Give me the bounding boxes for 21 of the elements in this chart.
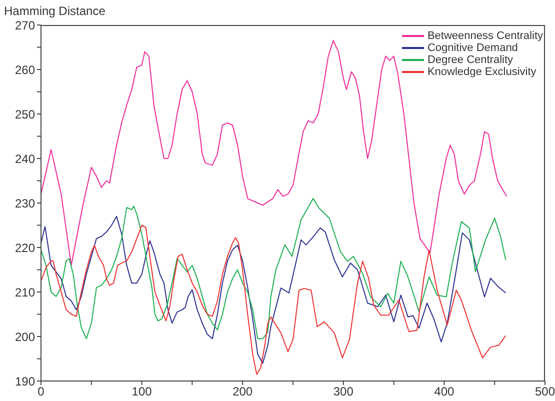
x-tick-label: 200 (232, 384, 253, 399)
y-tick-label: 230 (14, 196, 36, 210)
x-tick-label: 400 (434, 384, 455, 399)
legend-label: Betweenness Centrality (427, 30, 543, 42)
y-tick-label: 260 (14, 62, 36, 77)
y-tick-label: 240 (14, 152, 36, 166)
y-tick-label: 190 (14, 374, 36, 388)
y-tick-label: 270 (14, 18, 36, 32)
y-axis-title: Hamming Distance (4, 4, 106, 18)
x-tick-label: 300 (333, 384, 354, 399)
legend-label: Cognitive Demand (427, 42, 518, 54)
y-tick-label: 250 (14, 107, 36, 122)
y-tick-label: 200 (14, 330, 36, 344)
x-tick-label: 0 (38, 384, 45, 399)
x-tick-label: 500 (534, 384, 555, 399)
x-tick-label: 100 (132, 384, 152, 399)
y-tick-label: 210 (14, 285, 36, 300)
legend-label: Degree Centrality (427, 54, 514, 66)
line-series (41, 198, 506, 340)
y-tick-label: 220 (14, 240, 36, 255)
legend-label: Knowledge Exclusivity (427, 66, 536, 78)
